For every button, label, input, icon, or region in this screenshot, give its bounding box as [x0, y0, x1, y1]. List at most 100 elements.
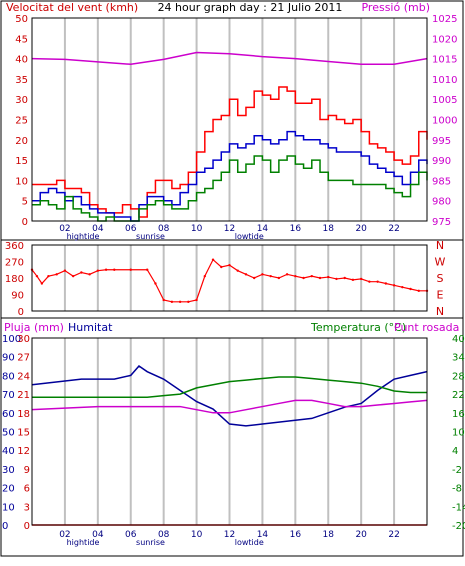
direction-point: [335, 277, 338, 281]
y-tick-label-humidity: 0: [2, 521, 8, 532]
y-tick-label-right: 1000: [432, 116, 457, 127]
direction-point: [220, 265, 223, 269]
y-tick-label-rain: 9: [24, 465, 30, 476]
y-tick-label-left: 40: [15, 55, 28, 66]
x-tick-label: 22: [388, 530, 399, 540]
y-tick-label-direction: 360: [5, 241, 24, 252]
series-humidity-line: [31, 365, 428, 427]
direction-point: [359, 277, 363, 281]
x-tick-label: 10: [191, 530, 203, 540]
direction-point: [384, 282, 388, 285]
direction-point: [228, 263, 231, 267]
y-tick-label-humidity: 80: [2, 371, 15, 382]
y-tick-label-left: 20: [15, 136, 28, 147]
y-tick-label-right: 1005: [432, 95, 457, 106]
direction-point: [162, 298, 165, 302]
x-tick-label: 08: [158, 224, 170, 234]
direction-point: [211, 258, 215, 261]
x-tick-label: 10: [191, 224, 203, 234]
direction-grid: [31, 245, 428, 311]
weather-plot-area: [31, 337, 428, 526]
direction-point: [170, 300, 174, 304]
x-tick-label: 18: [323, 530, 335, 540]
direction-point: [401, 285, 404, 289]
direction-point: [178, 300, 182, 304]
direction-point: [80, 271, 83, 274]
y-tick-label-temp: -14: [452, 502, 465, 513]
x-tick-label: 02: [59, 224, 70, 234]
y-tick-label-humidity: 90: [2, 353, 15, 364]
y-tick-label-temp: -20: [452, 521, 465, 532]
series-avg-line: [32, 130, 428, 222]
pressure-axis-label: Pressió (mb): [361, 1, 430, 14]
weather-panel-frame: [0, 317, 464, 557]
direction-point: [368, 280, 371, 283]
x-tick-label: 02: [59, 530, 70, 540]
y-tick-label-rain: 30: [17, 334, 30, 345]
y-tick-label-direction: 0: [18, 307, 24, 318]
direction-point: [343, 276, 346, 280]
direction-point: [154, 282, 157, 285]
y-tick-label-right: 1010: [432, 75, 457, 86]
temperature-axis-label: Temperatura (°C): [310, 321, 406, 334]
wind-series: [31, 51, 428, 222]
humidity-axis-label: Humitat: [68, 321, 113, 334]
chart-title: 24 hour graph day : 21 Julio 2011: [158, 1, 343, 14]
x-tick-label: 20: [355, 224, 367, 234]
series-temperature-line: [32, 376, 427, 398]
y-tick-label-temp: 28: [452, 371, 465, 382]
y-tick-label-rain: 27: [17, 353, 30, 364]
y-tick-label-direction: 270: [5, 258, 24, 269]
direction-point: [195, 298, 198, 302]
direction-point: [146, 268, 149, 271]
direction-point: [113, 268, 116, 271]
direction-point: [35, 274, 39, 278]
x-tick-label: 04: [92, 530, 104, 540]
compass-label: N: [436, 305, 444, 318]
series-direction-line: [31, 258, 427, 303]
x-tick-label: 14: [257, 224, 269, 234]
direction-point: [236, 269, 239, 272]
direction-point: [88, 273, 91, 276]
direction-point: [310, 274, 313, 278]
direction-point: [294, 274, 297, 278]
direction-point: [409, 287, 412, 291]
x-tick-label: 04: [92, 224, 104, 234]
y-tick-label-humidity: 40: [2, 446, 15, 457]
x-tick-label: 08: [158, 530, 170, 540]
x-tick-label: 12: [224, 530, 235, 540]
weather-tick-labels: 0 10 20 30 40 50 60 70 80 90 100 0 3 6 9 12 15 18 21 24 27 30…: [2, 334, 465, 547]
y-tick-label-right: 1015: [432, 55, 457, 66]
series-min-line: [32, 155, 428, 222]
direction-point: [252, 276, 256, 280]
wind-plot-area: [31, 17, 428, 222]
compass-label: W: [435, 256, 446, 269]
y-tick-label-temp: 40: [452, 334, 465, 345]
series-gust-line: [32, 86, 428, 218]
y-tick-label-rain: 15: [17, 428, 30, 439]
x-tick-label: 18: [323, 224, 335, 234]
y-tick-label-left: 5: [22, 197, 28, 208]
y-tick-label-right: 990: [432, 156, 451, 167]
y-tick-label-temp: -8: [452, 484, 462, 495]
y-tick-label-rain: 24: [17, 371, 30, 382]
direction-point: [327, 275, 330, 279]
y-tick-label-humidity: 50: [2, 428, 15, 439]
wind-tick-labels: 0510152025303540455097598098599099510001…: [15, 14, 457, 241]
x-tick-label: 22: [388, 224, 399, 234]
y-tick-label-humidity: 10: [2, 502, 15, 513]
x-event-label: hightide: [67, 538, 100, 547]
direction-point: [71, 274, 75, 278]
direction-point: [269, 274, 272, 278]
y-tick-label-rain: 3: [24, 502, 30, 513]
direction-point: [351, 278, 355, 282]
x-tick-label: 16: [290, 530, 302, 540]
x-event-label: hightide: [67, 232, 100, 241]
x-tick-label: 16: [290, 224, 302, 234]
direction-point: [417, 289, 420, 293]
y-tick-label-right: 985: [432, 176, 451, 187]
dewpoint-axis-label: Punt rosada: [394, 321, 459, 334]
y-tick-label-rain: 12: [17, 446, 30, 457]
